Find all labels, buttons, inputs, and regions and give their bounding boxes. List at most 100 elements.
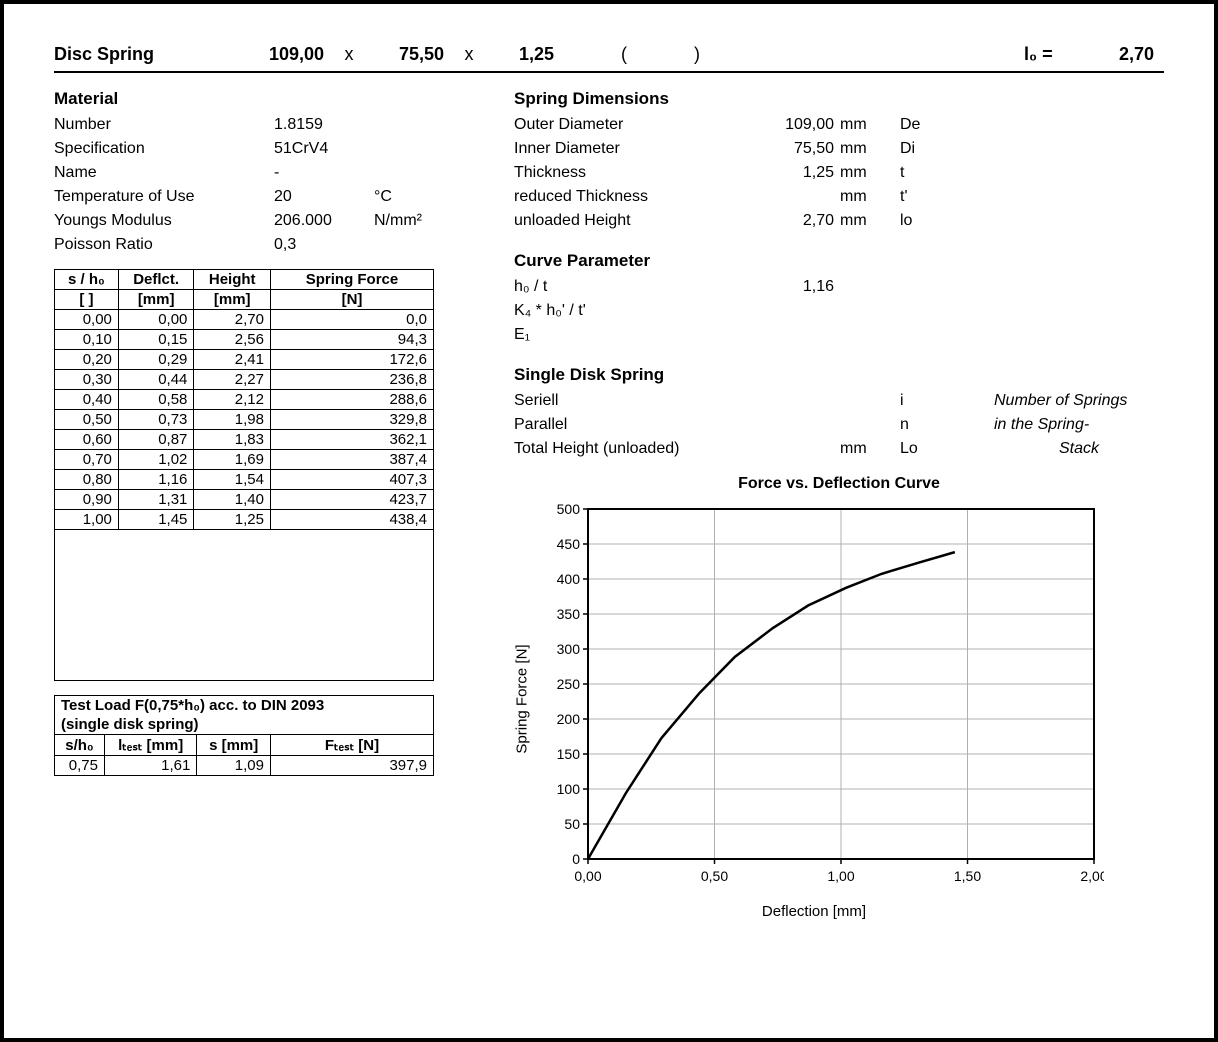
test-title-row: Test Load F(0,75*h₀) acc. to DIN 2093: [55, 696, 434, 716]
table-cell: 1,98: [194, 410, 271, 430]
table-row: 0,200,292,41172,6: [55, 350, 434, 370]
svg-text:100: 100: [557, 781, 581, 797]
defl-h-c4b: [N]: [271, 290, 434, 310]
table-cell: 0,00: [55, 310, 119, 330]
table-cell: 0,10: [55, 330, 119, 350]
table-cell: 1,40: [194, 490, 271, 510]
material-poisson: Poisson Ratio 0,3: [54, 233, 474, 257]
table-cell: 94,3: [271, 330, 434, 350]
table-row: 0,701,021,69387,4: [55, 450, 434, 470]
svg-text:150: 150: [557, 746, 581, 762]
table-row: 0,901,311,40423,7: [55, 490, 434, 510]
curve-row2: K₄ * h₀' / t': [514, 299, 1164, 323]
header-dim3: 1,25: [494, 44, 554, 65]
material-young-value: 206.000: [274, 209, 374, 233]
defl-h-c2b: [mm]: [118, 290, 194, 310]
table-cell: 172,6: [271, 350, 434, 370]
material-number-label: Number: [54, 113, 274, 137]
table-cell: 0,50: [55, 410, 119, 430]
material-poisson-value: 0,3: [274, 233, 374, 257]
table-cell: 0,20: [55, 350, 119, 370]
sd-value: [754, 437, 840, 461]
material-number-value: 1.8159: [274, 113, 374, 137]
table-cell: 0,44: [118, 370, 194, 390]
test-c3: 1,09: [197, 756, 271, 776]
table-row: 0,400,582,12288,6: [55, 390, 434, 410]
table-cell: 1,02: [118, 450, 194, 470]
table-cell: 0,80: [55, 470, 119, 490]
left-column: Material Number 1.8159 Specification 51C…: [54, 83, 474, 920]
svg-text:300: 300: [557, 641, 581, 657]
table-cell: 0,60: [55, 430, 119, 450]
svg-text:1,50: 1,50: [954, 868, 981, 884]
material-temp-label: Temperature of Use: [54, 185, 274, 209]
test-c1: 0,75: [55, 756, 105, 776]
table-cell: 0,15: [118, 330, 194, 350]
material-young: Youngs Modulus 206.000 N/mm²: [54, 209, 474, 233]
curve-row3-label: E₁: [514, 323, 754, 347]
svg-text:2,00: 2,00: [1080, 868, 1104, 884]
test-c4: 397,9: [271, 756, 434, 776]
sd-symbol: Lo: [900, 437, 960, 461]
dim-value: 109,00: [754, 113, 840, 137]
table-cell: 2,41: [194, 350, 271, 370]
svg-text:200: 200: [557, 711, 581, 727]
dim-label: Outer Diameter: [514, 113, 754, 137]
table-row: 0,100,152,5694,3: [55, 330, 434, 350]
table-cell: 1,45: [118, 510, 194, 530]
svg-text:0,50: 0,50: [701, 868, 728, 884]
header-title: Disc Spring: [54, 44, 234, 65]
sd-value: [754, 413, 840, 437]
right-column: Spring Dimensions Outer Diameter109,00mm…: [514, 83, 1164, 920]
sd-label: Seriell: [514, 389, 754, 413]
test-data-row: 0,75 1,61 1,09 397,9: [55, 756, 434, 776]
dim-symbol: t: [900, 161, 960, 185]
sd-symbol: i: [900, 389, 960, 413]
sd-label: Parallel: [514, 413, 754, 437]
dimensions-title: Spring Dimensions: [514, 89, 1164, 109]
material-young-label: Youngs Modulus: [54, 209, 274, 233]
header-x2: x: [454, 44, 484, 65]
dim-unit: mm: [840, 161, 900, 185]
note-line3: Stack: [994, 437, 1164, 461]
table-cell: 1,00: [55, 510, 119, 530]
table-cell: 0,90: [55, 490, 119, 510]
header-row: Disc Spring 109,00 x 75,50 x 1,25 ( ) l₀…: [54, 44, 1164, 73]
material-poisson-label: Poisson Ratio: [54, 233, 274, 257]
defl-h-c2a: Deflct.: [118, 270, 194, 290]
dim-value: [754, 185, 840, 209]
note-line1: Number of Springs: [994, 389, 1164, 413]
page: Disc Spring 109,00 x 75,50 x 1,25 ( ) l₀…: [0, 0, 1218, 1042]
material-number: Number 1.8159: [54, 113, 474, 137]
sd-symbol: n: [900, 413, 960, 437]
defl-h-c3a: Height: [194, 270, 271, 290]
table-cell: 387,4: [271, 450, 434, 470]
header-paren-open: (: [564, 44, 684, 65]
material-spec-value: 51CrV4: [274, 137, 374, 161]
material-young-unit: N/mm²: [374, 209, 444, 233]
material-spec: Specification 51CrV4: [54, 137, 474, 161]
svg-text:50: 50: [564, 816, 580, 832]
header-l0-value: 2,70: [1084, 44, 1154, 65]
curve-row1-label: h₀ / t: [514, 275, 754, 299]
curve-row3: E₁: [514, 323, 1164, 347]
single-disk-note: Number of Springs in the Spring- Stack: [994, 389, 1164, 461]
test-c2: 1,61: [104, 756, 196, 776]
dim-value: 2,70: [754, 209, 840, 233]
chart-ylabel: Spring Force [N]: [514, 644, 531, 753]
table-row: 0,300,442,27236,8: [55, 370, 434, 390]
header-dim2: 75,50: [374, 44, 444, 65]
dimension-row: Inner Diameter75,50mmDi: [514, 137, 1164, 161]
table-cell: 1,25: [194, 510, 271, 530]
dim-value: 1,25: [754, 161, 840, 185]
sd-label: Total Height (unloaded): [514, 437, 754, 461]
test-h-c4: Fₜₑₛₜ [N]: [271, 735, 434, 756]
curve-row1: h₀ / t 1,16: [514, 275, 1164, 299]
sd-unit: mm: [840, 437, 900, 461]
table-cell: 362,1: [271, 430, 434, 450]
material-temp-unit: °C: [374, 185, 444, 209]
content-columns: Material Number 1.8159 Specification 51C…: [54, 83, 1164, 920]
table-cell: 1,69: [194, 450, 271, 470]
dim-unit: mm: [840, 185, 900, 209]
material-temp: Temperature of Use 20 °C: [54, 185, 474, 209]
